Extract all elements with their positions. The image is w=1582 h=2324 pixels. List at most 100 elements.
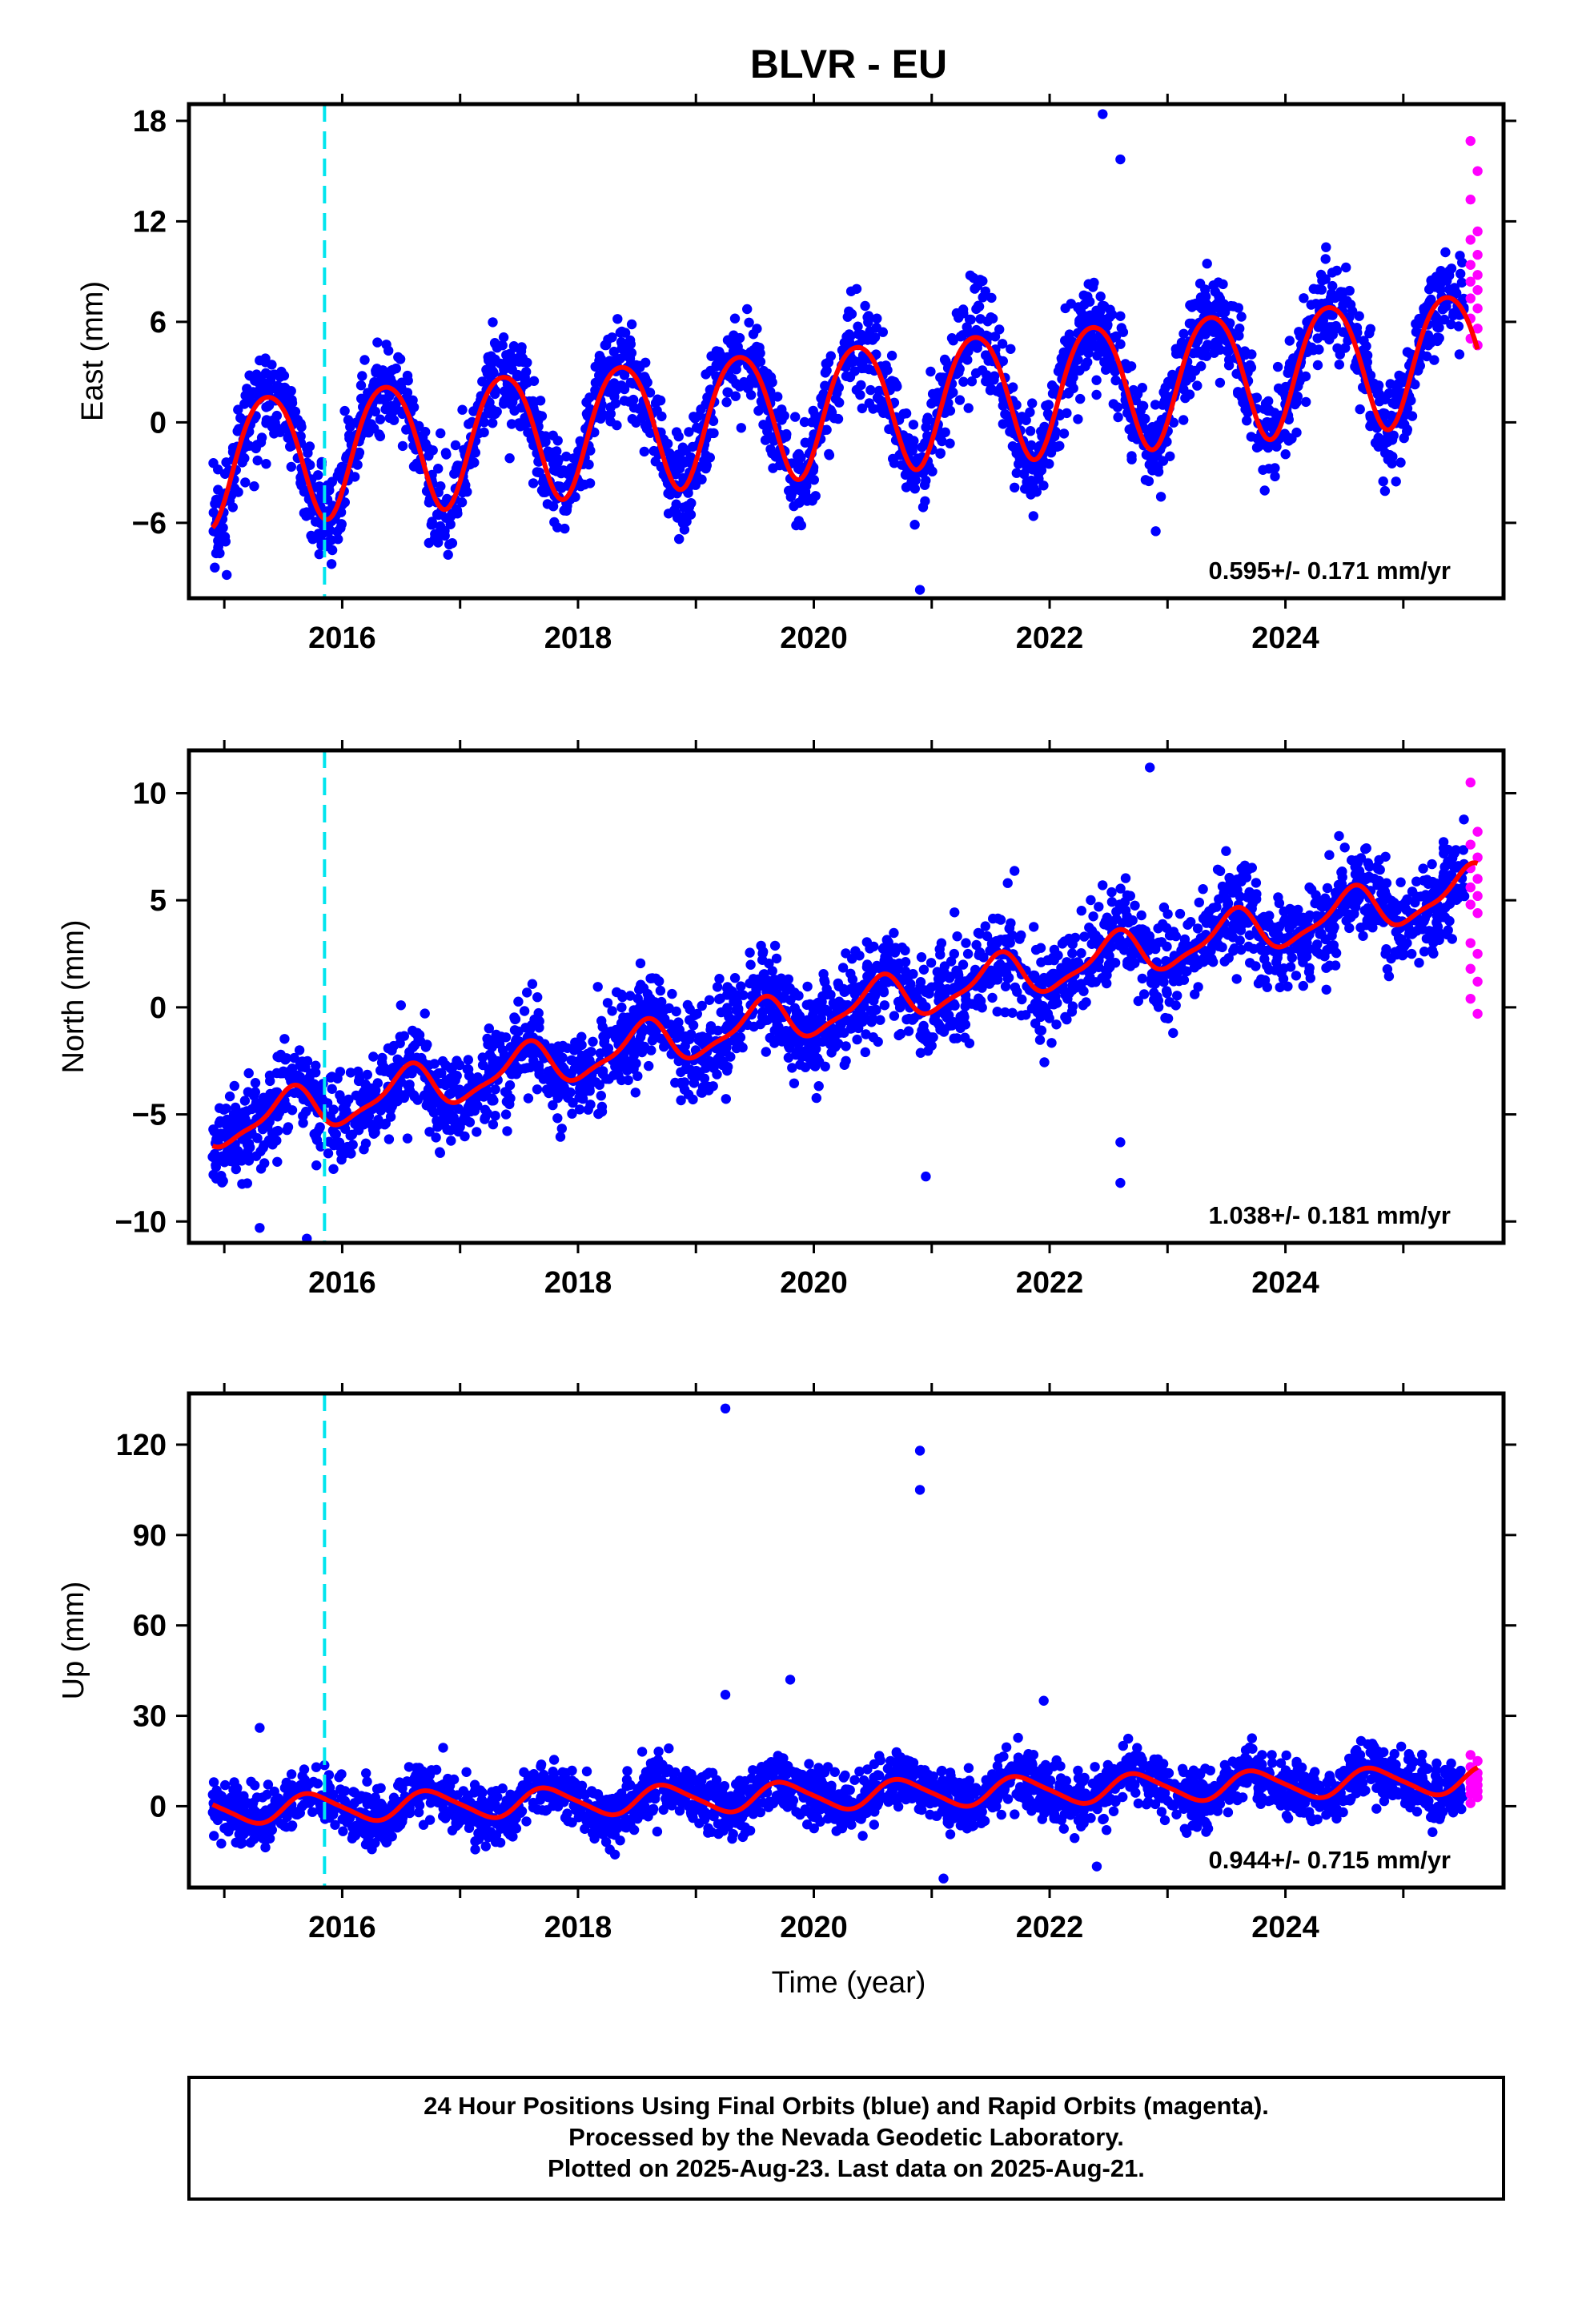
final-orbit-point xyxy=(918,964,930,975)
final-orbit-point xyxy=(535,396,546,406)
final-orbit-point xyxy=(841,1041,851,1051)
final-orbit-point xyxy=(1414,958,1424,968)
final-orbit-point xyxy=(215,1128,227,1139)
final-orbit-point xyxy=(706,351,717,361)
final-orbit-point xyxy=(1424,284,1435,295)
final-orbit-point xyxy=(630,1088,640,1098)
final-orbit-point xyxy=(548,501,559,512)
final-orbit-point xyxy=(645,973,656,984)
final-orbit-point xyxy=(508,396,518,408)
final-orbit-point xyxy=(811,1092,821,1104)
final-orbit-point xyxy=(1153,466,1164,477)
final-orbit-point xyxy=(926,958,937,968)
final-orbit-point xyxy=(233,487,243,497)
final-orbit-point xyxy=(1064,329,1075,340)
final-orbit-point xyxy=(273,1125,283,1136)
final-orbit-point xyxy=(1272,952,1283,963)
final-orbit-point xyxy=(915,1047,926,1058)
final-orbit-point xyxy=(984,376,994,387)
final-orbit-point xyxy=(1000,408,1010,420)
final-orbit-point xyxy=(847,974,858,985)
final-orbit-point xyxy=(1423,891,1433,902)
final-orbit-point xyxy=(1427,945,1438,955)
final-orbit-point xyxy=(217,1177,227,1188)
final-orbit-point xyxy=(488,317,498,328)
final-orbit-point xyxy=(516,346,527,356)
final-orbit-point xyxy=(736,423,746,433)
final-orbit-point xyxy=(520,412,530,423)
final-orbit-point xyxy=(331,1129,341,1140)
final-orbit-point xyxy=(1432,336,1443,347)
final-orbit-point xyxy=(636,1027,648,1038)
final-orbit-point xyxy=(1185,300,1195,311)
final-orbit-point xyxy=(1215,334,1225,344)
final-orbit-point xyxy=(1172,991,1182,1001)
final-orbit-point xyxy=(1212,864,1223,875)
final-orbit-point xyxy=(908,969,918,979)
final-orbit-point xyxy=(852,1034,862,1045)
final-orbit-point xyxy=(1251,878,1262,888)
final-orbit-point xyxy=(1113,412,1123,423)
final-orbit-point xyxy=(927,388,938,400)
final-orbit-point xyxy=(286,461,296,472)
final-orbit-point xyxy=(1456,277,1468,288)
final-orbit-point xyxy=(1049,968,1059,979)
final-orbit-point xyxy=(1334,360,1345,370)
final-orbit-point xyxy=(712,982,723,992)
final-orbit-point xyxy=(1235,324,1245,334)
final-orbit-point xyxy=(402,1133,413,1144)
final-orbit-point xyxy=(729,313,741,324)
final-orbit-point xyxy=(383,1043,394,1054)
final-orbit-point xyxy=(456,497,468,508)
final-orbit-point xyxy=(1155,492,1166,502)
final-orbit-point xyxy=(868,404,878,414)
final-orbit-point xyxy=(472,1127,482,1137)
final-orbit-point xyxy=(1148,426,1159,436)
final-orbit-point xyxy=(574,1104,585,1115)
final-orbit-point xyxy=(232,426,243,436)
final-orbit-point xyxy=(1311,947,1323,957)
final-orbit-point xyxy=(708,416,719,426)
final-orbit-point xyxy=(670,1077,681,1088)
final-orbit-point xyxy=(1321,963,1331,973)
final-orbit-point xyxy=(709,428,719,439)
final-orbit-point xyxy=(375,414,386,424)
final-orbit-point xyxy=(1022,476,1032,487)
final-orbit-point xyxy=(909,484,921,494)
outlier-point xyxy=(914,585,926,595)
final-orbit-point xyxy=(1333,879,1344,891)
final-orbit-point xyxy=(608,346,620,357)
final-orbit-point xyxy=(1168,966,1179,977)
final-orbit-point xyxy=(1339,842,1350,853)
final-orbit-point xyxy=(596,413,606,424)
final-orbit-point xyxy=(1434,322,1444,333)
final-orbit-point xyxy=(697,474,707,485)
final-orbit-point xyxy=(265,1076,275,1087)
final-orbit-point xyxy=(1419,875,1429,886)
final-orbit-point xyxy=(889,927,899,939)
final-orbit-point xyxy=(395,1031,405,1042)
final-orbit-point xyxy=(875,963,886,974)
final-orbit-point xyxy=(1203,301,1215,312)
final-orbit-point xyxy=(457,404,468,415)
final-orbit-point xyxy=(1429,355,1439,365)
final-orbit-point xyxy=(986,292,997,304)
final-orbit-point xyxy=(760,435,771,445)
final-orbit-point xyxy=(1011,468,1022,478)
final-orbit-point xyxy=(1372,384,1383,395)
final-orbit-point xyxy=(1251,961,1261,971)
final-orbit-point xyxy=(220,537,231,547)
final-orbit-point xyxy=(950,907,960,918)
final-orbit-point xyxy=(219,468,231,479)
final-orbit-point xyxy=(1098,314,1108,324)
final-orbit-point xyxy=(1150,400,1161,410)
final-orbit-point xyxy=(1110,375,1121,386)
final-orbit-point xyxy=(868,964,879,975)
final-orbit-point xyxy=(498,399,509,409)
final-orbit-point xyxy=(1054,440,1065,451)
final-orbit-point xyxy=(1006,344,1016,354)
final-orbit-point xyxy=(512,369,523,380)
final-orbit-point xyxy=(385,1112,396,1122)
final-orbit-point xyxy=(1056,353,1067,364)
